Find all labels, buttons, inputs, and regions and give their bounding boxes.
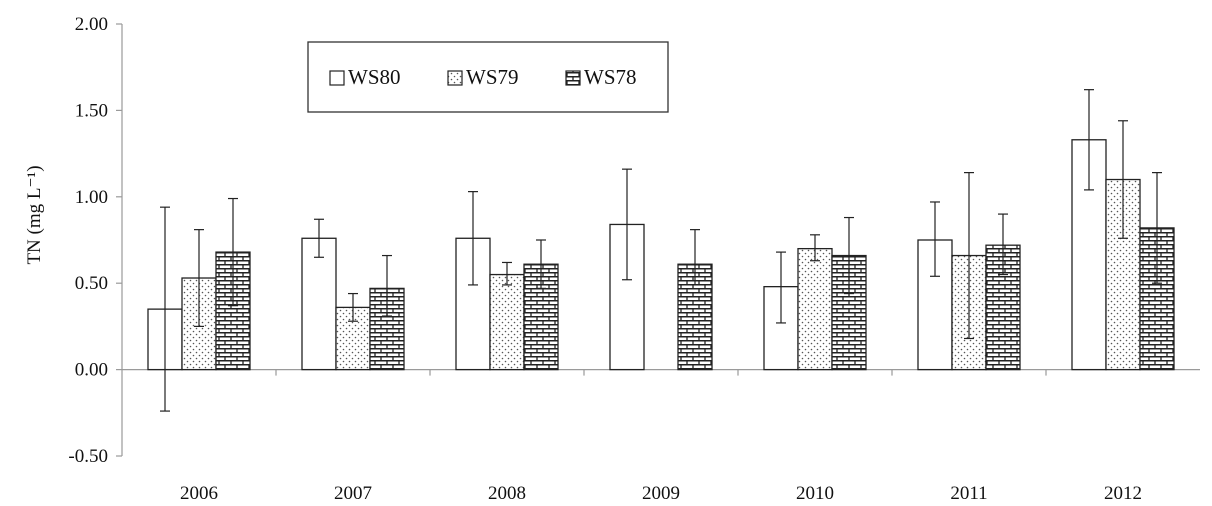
x-tick-label: 2012 bbox=[1104, 483, 1142, 504]
error-bar bbox=[776, 251, 786, 324]
legend-swatch-ws79 bbox=[447, 70, 463, 86]
error-bar bbox=[810, 234, 820, 262]
y-axis-title: TN (mg L⁻¹) bbox=[24, 165, 45, 264]
legend-label-ws78: WS78 bbox=[584, 65, 637, 89]
bar-ws80-2007 bbox=[301, 237, 337, 371]
y-axis: 2.00 1.50 1.00 0.50 0.00 -0.50 bbox=[68, 14, 123, 467]
error-bar bbox=[930, 201, 940, 277]
bar-ws79-2008 bbox=[489, 273, 525, 371]
error-bar bbox=[228, 197, 238, 307]
legend: WS80 WS79 WS78 bbox=[307, 41, 669, 113]
error-bar bbox=[468, 191, 478, 286]
x-tick-label: 2007 bbox=[334, 483, 372, 504]
error-bar bbox=[348, 292, 358, 322]
error-bar bbox=[194, 229, 204, 327]
error-bar bbox=[314, 218, 324, 258]
error-bar bbox=[502, 261, 512, 286]
y-tick-label: 1.00 bbox=[75, 187, 108, 208]
legend-swatch-ws78 bbox=[565, 70, 581, 86]
error-bar bbox=[160, 206, 170, 412]
error-bars-group bbox=[160, 89, 1162, 412]
error-bar bbox=[844, 216, 854, 295]
error-bar bbox=[1084, 89, 1094, 191]
bar-ws79-2010 bbox=[797, 247, 833, 371]
x-tick-label: 2010 bbox=[796, 483, 834, 504]
bars-group bbox=[147, 139, 1175, 371]
legend-swatch-ws80 bbox=[329, 70, 345, 86]
error-bar bbox=[1118, 120, 1128, 239]
x-tick-label: 2009 bbox=[642, 483, 680, 504]
x-tick-label: 2006 bbox=[180, 483, 218, 504]
y-tick-label: 0.50 bbox=[75, 273, 108, 294]
error-bar bbox=[536, 239, 546, 289]
error-bar bbox=[382, 254, 392, 317]
x-axis: 2006 2007 2008 2009 2010 2011 2012 bbox=[122, 369, 1200, 504]
y-tick-label: -0.50 bbox=[68, 446, 108, 467]
error-bar bbox=[964, 172, 974, 340]
legend-frame bbox=[307, 41, 669, 113]
error-bar bbox=[998, 213, 1008, 276]
x-tick-label: 2011 bbox=[950, 483, 987, 504]
y-tick-label: 1.50 bbox=[75, 100, 108, 121]
legend-label-ws80: WS80 bbox=[348, 65, 401, 89]
x-tick-label: 2008 bbox=[488, 483, 526, 504]
error-bar bbox=[622, 168, 632, 281]
legend-label-ws79: WS79 bbox=[466, 65, 519, 89]
y-tick-label: 0.00 bbox=[75, 360, 108, 381]
error-bar bbox=[690, 229, 700, 286]
error-bar bbox=[1152, 172, 1162, 284]
y-tick-label: 2.00 bbox=[75, 14, 108, 35]
